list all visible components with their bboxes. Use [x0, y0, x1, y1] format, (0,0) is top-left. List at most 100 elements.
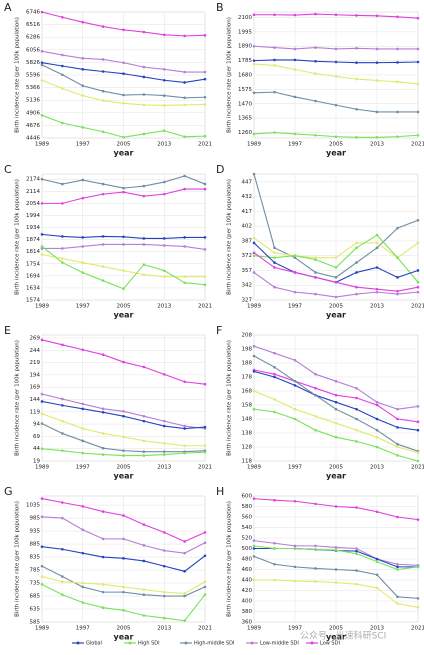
series-marker [142, 593, 146, 597]
series-marker [273, 261, 276, 264]
series-marker [61, 397, 64, 401]
x-tick-label: 2013 [370, 626, 384, 632]
series-marker [375, 557, 379, 561]
series-marker [81, 402, 85, 406]
series-marker [81, 451, 85, 455]
series-marker [375, 61, 379, 64]
legend-label: Global [86, 641, 102, 647]
series-marker [40, 253, 44, 256]
y-tick-label: 178 [242, 375, 253, 381]
series-marker [203, 182, 207, 186]
series-marker [122, 93, 125, 97]
series-marker [355, 61, 358, 64]
y-tick-label: 5596 [26, 73, 40, 79]
series-marker [273, 266, 276, 269]
series-marker [40, 245, 44, 248]
series-marker [61, 261, 64, 264]
series-marker [81, 196, 85, 200]
series-marker [81, 585, 85, 589]
series-marker [162, 424, 166, 428]
series-marker [183, 70, 186, 74]
series-marker [252, 13, 256, 17]
legend-label: Low SDI [320, 641, 340, 647]
y-tick-label: 69 [33, 434, 40, 440]
panel-label: C [4, 163, 12, 176]
series-marker [122, 409, 125, 413]
series-marker [61, 449, 64, 452]
series-marker [396, 565, 399, 569]
y-tick-label: 1680 [238, 73, 252, 79]
series-marker [396, 595, 399, 599]
series-marker [61, 432, 64, 435]
x-tick-label: 2021 [198, 142, 212, 148]
series-marker [203, 70, 207, 74]
series-marker [40, 583, 44, 586]
x-axis-title: year [326, 149, 346, 158]
series-marker [396, 426, 399, 429]
series-marker [252, 132, 256, 136]
series-marker [101, 279, 105, 282]
series-marker [293, 68, 297, 71]
series-marker [122, 186, 125, 190]
series-marker [416, 60, 420, 64]
series-marker [122, 414, 125, 418]
series-marker [203, 580, 207, 584]
y-tick-label: 5136 [26, 98, 40, 104]
series-marker [396, 289, 399, 293]
series-marker [416, 565, 420, 569]
series-marker [142, 614, 146, 617]
series-marker [416, 110, 420, 114]
series-marker [183, 103, 186, 107]
series-marker [142, 439, 146, 443]
series-marker [416, 428, 420, 432]
x-axis-title: year [114, 149, 134, 158]
y-tick-label: 1934 [26, 225, 40, 231]
series-marker [81, 68, 85, 71]
series-marker [416, 606, 420, 609]
panel-label: B [216, 1, 224, 14]
y-tick-label: 1260 [238, 130, 252, 136]
series-marker [81, 245, 85, 248]
series-marker [162, 104, 166, 107]
series-marker [396, 276, 399, 279]
series-marker [61, 87, 64, 90]
series-marker [416, 518, 420, 521]
series-marker [416, 218, 420, 222]
x-tick-label: 2013 [370, 304, 384, 310]
y-tick-label: 94 [33, 422, 40, 428]
x-axis-title: year [114, 633, 134, 642]
series-marker [293, 271, 297, 274]
series-marker [355, 407, 358, 411]
series-marker [375, 400, 379, 404]
series-marker [273, 498, 276, 502]
series-marker [416, 269, 420, 272]
y-tick-label: 1574 [26, 298, 40, 304]
series-marker [101, 407, 105, 411]
x-tick-label: 1989 [247, 304, 261, 310]
series-marker [314, 258, 317, 261]
x-tick-label: 1997 [288, 465, 302, 471]
series-marker [252, 578, 256, 582]
series-marker [314, 414, 317, 418]
series-marker [314, 12, 317, 16]
series-marker [293, 358, 297, 362]
y-tick-label: 169 [30, 385, 41, 391]
x-tick-label: 2013 [157, 142, 171, 148]
series-marker [252, 241, 256, 245]
y-tick-label: 600 [242, 494, 253, 500]
series-marker [355, 569, 358, 572]
series-marker [252, 172, 256, 176]
series-marker [396, 442, 399, 446]
x-tick-label: 1997 [76, 142, 90, 148]
series-marker [162, 373, 166, 376]
series-marker [273, 13, 276, 17]
panel-label: D [216, 163, 224, 176]
series-marker [101, 192, 105, 196]
series-marker [416, 285, 420, 289]
series-marker [142, 523, 146, 526]
y-tick-label: 198 [242, 347, 253, 353]
series-marker [122, 135, 125, 139]
x-tick-label: 1989 [35, 465, 49, 471]
y-tick-label: 5366 [26, 85, 40, 91]
series-marker [293, 256, 297, 259]
